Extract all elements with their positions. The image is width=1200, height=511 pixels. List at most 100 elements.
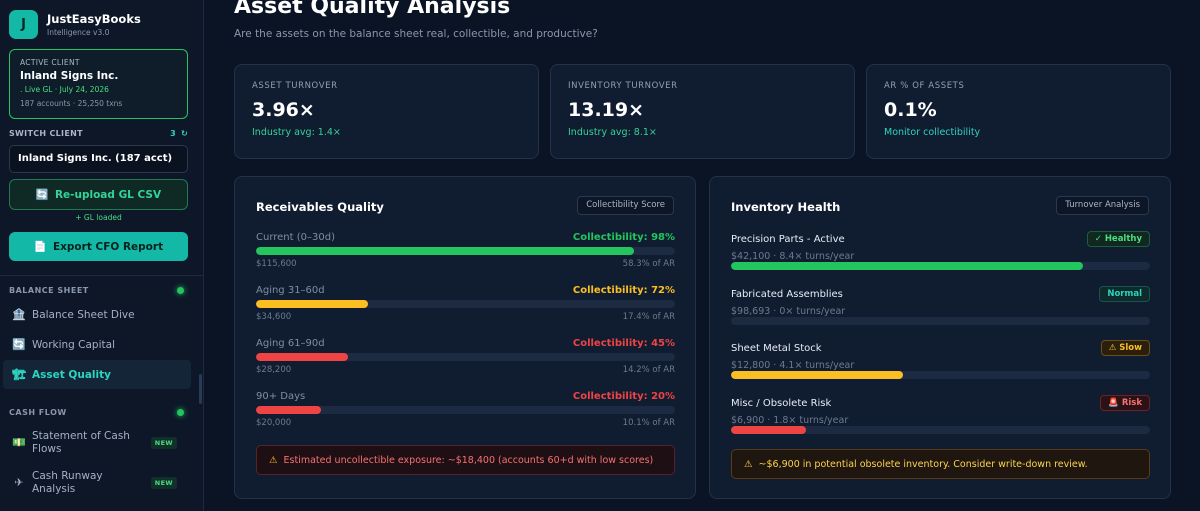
brand: J JustEasyBooks Intelligence v3.0 [9,10,141,39]
switch-client-label: SWITCH CLIENT [9,129,83,138]
aging-bucket-label: Aging 61–90d [256,338,325,349]
plane-icon: ✈ [14,476,24,490]
warning-icon: ⚠ [744,458,753,470]
uncollectible-exposure-alert: ⚠ Estimated uncollectible exposure: ~$18… [256,445,675,475]
kpi-subtext: Monitor collectibility [884,127,981,138]
kpi-label: INVENTORY TURNOVER [568,81,678,91]
page-title: Asset Quality Analysis [234,0,511,19]
turnover-bar-fill [731,426,807,434]
turnover-analysis-tag[interactable]: Turnover Analysis [1056,196,1149,215]
cycle-icon: 🔄 [12,338,26,351]
sidebar-item-asset-quality[interactable]: 🏗 Asset Quality [3,360,191,389]
inventory-meta: $12,800 · 4.1× turns/year [731,360,855,371]
turnover-bar [731,426,1150,434]
ar-share: 17.4% of AR [622,312,675,322]
sidebar-item-balance-sheet-dive[interactable]: 🏦 Balance Sheet Dive [3,300,191,329]
inventory-row: Misc / Obsolete Risk 🚨 Risk $6,900 · 1.8… [731,394,1150,434]
receivable-row: Aging 31–60d Collectibility: 72% $34,600… [256,285,675,322]
building-icon: 🏗 [12,368,26,381]
inventory-health-panel: Inventory Health Turnover Analysis Preci… [709,176,1171,499]
sidebar-item-label: Cash Runway [32,469,103,482]
collectibility-bar [256,300,675,308]
client-count: 3 [170,129,176,138]
reupload-gl-button[interactable]: 🔄 Re-upload GL CSV [9,179,188,210]
document-icon: 📄 [33,241,47,253]
sidebar-divider [0,275,203,276]
collectibility-score: Collectibility: 20% [572,391,675,402]
inventory-meta: $6,900 · 1.8× turns/year [731,415,849,426]
export-cfo-report-button[interactable]: 📄 Export CFO Report [9,232,188,261]
sidebar-item-statement-of-cash-flows[interactable]: 💵 Statement of Cash Flows NEW [3,426,191,460]
status-badge: ⚠ Slow [1100,340,1150,356]
active-client-label: ACTIVE CLIENT [20,58,80,67]
kpi-value: 3.96× [252,99,315,121]
panel-title: Receivables Quality [256,200,384,214]
aging-bucket-label: Current (0–30d) [256,232,335,243]
kpi-label: ASSET TURNOVER [252,81,338,91]
kpi-asset-turnover: ASSET TURNOVER 3.96× Industry avg: 1.4× [234,64,539,159]
kpi-label: AR % OF ASSETS [884,81,965,91]
export-cfo-report-label: Export CFO Report [52,240,164,253]
aging-amount: $115,600 [256,259,297,269]
collectibility-bar-fill [256,406,321,414]
alert-text: Estimated uncollectible exposure: ~$18,4… [283,454,654,466]
inventory-category: Misc / Obsolete Risk [731,397,832,409]
receivable-row: 90+ Days Collectibility: 20% $20,000 10.… [256,391,675,428]
collectibility-bar [256,247,675,255]
status-badge: ✓ Healthy [1086,231,1150,247]
inventory-meta: $98,693 · 0× turns/year [731,306,846,317]
turnover-bar-fill [731,262,1083,270]
refresh-icon[interactable]: ↻ [180,129,188,138]
alert-text: ~$6,900 in potential obsolete inventory.… [758,458,1088,470]
kpi-value: 0.1% [884,99,937,121]
brand-logo: J [9,10,38,39]
sidebar-item-label-cont: Analysis [32,483,76,495]
sidebar-item-label: Balance Sheet Dive [32,308,135,321]
refresh-icon: 🔄 [35,189,49,201]
sidebar-item-label-cont: Flows [32,443,62,455]
switch-client-row: SWITCH CLIENT 3 ↻ [9,129,188,138]
page-subtitle: Are the assets on the balance sheet real… [234,28,598,40]
status-badge: 🚨 Risk [1100,395,1150,411]
inventory-meta: $42,100 · 8.4× turns/year [731,251,855,262]
collectibility-bar [256,406,675,414]
collectibility-bar-fill [256,247,635,255]
section-cash-flow[interactable]: CASH FLOW [9,408,67,417]
ar-share: 58.3% of AR [622,259,675,269]
sidebar-item-label: Working Capital [32,338,115,351]
sidebar-item-label: Statement of Cash [32,429,130,442]
turnover-bar [731,371,1150,379]
sidebar-item-cash-runway-analysis[interactable]: ✈ Cash Runway Analysis NEW [3,466,191,500]
receivables-quality-panel: Receivables Quality Collectibility Score… [234,176,696,499]
inventory-category: Precision Parts - Active [731,233,845,245]
kpi-subtext: Industry avg: 1.4× [252,127,341,138]
collectibility-bar-fill [256,353,348,361]
collectibility-score: Collectibility: 72% [572,285,675,296]
section-status-dot [177,409,184,416]
active-client-meta: 187 accounts · 25,250 txns [20,99,123,108]
cash-icon: 💵 [12,436,26,450]
active-client-status: . Live GL · July 24, 2026 [20,85,109,94]
sidebar-item-label: Asset Quality [32,368,111,381]
bank-icon: 🏦 [12,308,26,321]
turnover-bar-fill [731,371,903,379]
sidebar-item-working-capital[interactable]: 🔄 Working Capital [3,330,191,359]
collectibility-bar [256,353,675,361]
ar-share: 14.2% of AR [622,365,675,375]
new-badge: NEW [150,436,177,450]
aging-amount: $28,200 [256,365,292,375]
reupload-gl-label: Re-upload GL CSV [54,188,162,201]
turnover-bar [731,262,1150,270]
inventory-row: Sheet Metal Stock ⚠ Slow $12,800 · 4.1× … [731,339,1150,379]
client-select[interactable]: Inland Signs Inc. (187 acct) [9,145,188,173]
collectibility-score: Collectibility: 45% [572,338,675,349]
active-client-name: Inland Signs Inc. [20,70,119,82]
panel-title: Inventory Health [731,200,841,214]
inventory-category: Fabricated Assemblies [731,288,843,300]
aging-bucket-label: 90+ Days [256,391,306,402]
collectibility-bar-fill [256,300,369,308]
collectibility-score-tag[interactable]: Collectibility Score [577,196,674,215]
section-balance-sheet[interactable]: BALANCE SHEET [9,286,89,295]
sidebar-scrollbar[interactable] [199,374,202,404]
